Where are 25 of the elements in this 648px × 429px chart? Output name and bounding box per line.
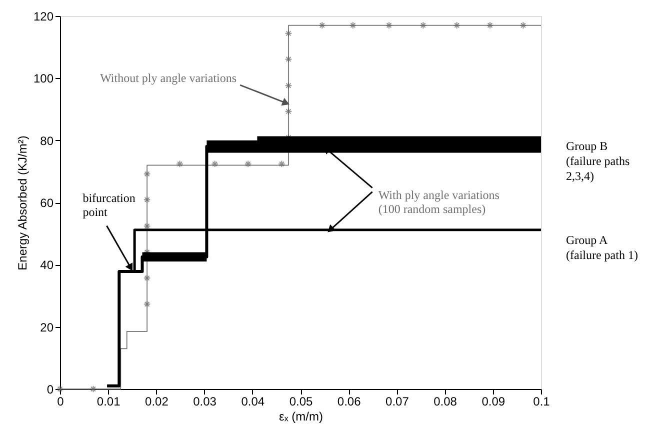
y-axis-title: Energy Absorbed (KJ/m²) (15, 136, 30, 270)
y-tick-label: 0 (46, 382, 54, 396)
x-tick-label: 0.05 (289, 394, 313, 408)
x-tick-label: 0.07 (386, 394, 410, 408)
x-tick-label: 0.1 (533, 394, 550, 408)
text: Group B (failure paths 2,3,4) (566, 139, 630, 183)
text: Group A (failure path 1) (566, 233, 638, 262)
y-tick-label: 100 (33, 72, 54, 86)
x-tick-label: 0.02 (145, 394, 169, 408)
y-tick-label: 120 (33, 10, 54, 24)
annotation: Without ply angle variations (100, 71, 237, 86)
x-tick-label: 0.03 (193, 394, 217, 408)
x-tick-label: 0.08 (434, 394, 458, 408)
y-tick-label: 60 (40, 196, 54, 210)
x-axis-title: εₓ (m/m) (279, 410, 323, 424)
y-tick-label: 40 (40, 258, 54, 272)
x-tick-label: 0.04 (241, 394, 265, 408)
annotation: With ply angle variations (100 random samples) (378, 188, 500, 216)
x-tick-label: 0 (57, 394, 64, 408)
x-tick-label: 0.01 (96, 394, 121, 408)
x-tick-label: 0.09 (482, 394, 506, 408)
annotation: bifurcation point (82, 190, 136, 219)
y-tick-label: 80 (40, 134, 54, 148)
x-tick-label: 0.06 (337, 394, 362, 408)
y-tick-label: 20 (40, 320, 54, 334)
